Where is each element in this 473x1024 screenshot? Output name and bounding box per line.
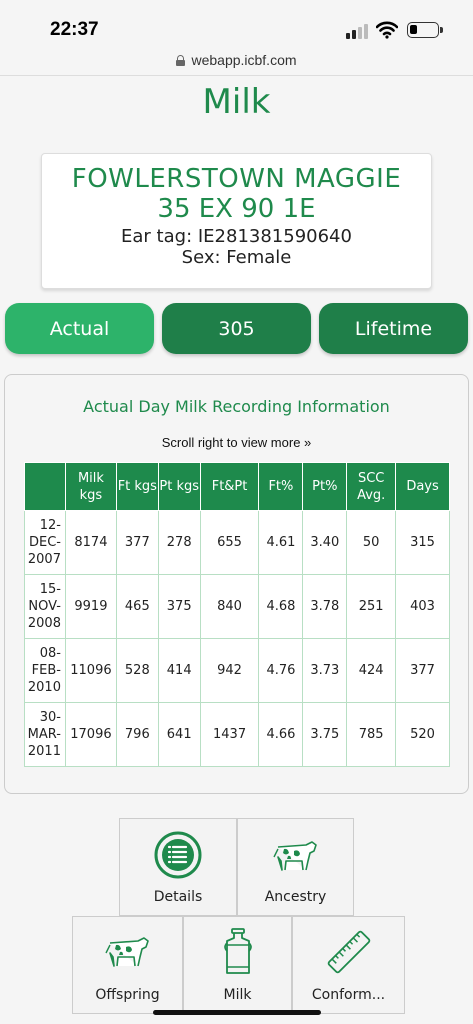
cell-fat-kgs: 796 xyxy=(115,702,159,767)
cell-scc: 50 xyxy=(346,510,397,575)
tab-actual[interactable]: Actual xyxy=(5,303,154,354)
table-row: 15-NOV-2008 9919 465 375 840 4.68 3.78 2… xyxy=(24,574,450,639)
signal-icon xyxy=(346,23,370,39)
cell-days: 377 xyxy=(395,638,450,703)
ear-tag: Ear tag: IE281381590640 xyxy=(121,226,352,247)
cell-scc: 251 xyxy=(346,574,397,639)
animal-card: FOWLERSTOWN MAGGIE 35 EX 90 1E Ear tag: … xyxy=(41,153,432,289)
list-icon xyxy=(154,831,202,879)
cell-date: 15-NOV-2008 xyxy=(24,574,66,639)
wifi-icon xyxy=(376,21,398,39)
conformation-button[interactable]: Conform... xyxy=(292,916,405,1014)
ruler-icon xyxy=(327,930,370,974)
cell-fat-kgs: 377 xyxy=(115,510,159,575)
cell-days: 315 xyxy=(395,510,450,575)
col-header-days: Days xyxy=(395,462,450,511)
offspring-button[interactable]: Offspring xyxy=(72,916,183,1014)
status-bar: 22:37 xyxy=(0,0,473,48)
animal-sex: Sex: Female xyxy=(181,247,292,268)
cell-fat-protein: 942 xyxy=(199,638,260,703)
col-header-milk: Milk kgs xyxy=(64,462,117,511)
address-bar[interactable]: webapp.icbf.com xyxy=(0,48,473,76)
col-header-fat-pct: Ft% xyxy=(258,462,304,511)
status-time: 22:37 xyxy=(50,19,99,40)
cell-scc: 785 xyxy=(346,702,397,767)
home-indicator[interactable] xyxy=(153,1010,321,1015)
milk-recording-panel: Actual Day Milk Recording Information Sc… xyxy=(4,374,469,794)
cell-protein-kgs: 375 xyxy=(157,574,201,639)
cell-days: 403 xyxy=(395,574,450,639)
cell-protein-kgs: 641 xyxy=(157,702,201,767)
conformation-label: Conform... xyxy=(311,987,386,1003)
cell-fat-kgs: 465 xyxy=(115,574,159,639)
animal-grade: 35 EX 90 1E xyxy=(157,194,316,224)
cell-scc: 424 xyxy=(346,638,397,703)
cell-date: 30-MAR-2011 xyxy=(24,702,66,767)
cell-date: 12-DEC-2007 xyxy=(24,510,66,575)
col-header-date xyxy=(24,462,66,511)
milk-label: Milk xyxy=(223,987,252,1003)
milk-churn-icon xyxy=(223,928,252,974)
ancestry-label: Ancestry xyxy=(264,889,327,905)
cell-milk: 9919 xyxy=(64,574,117,639)
lock-icon xyxy=(176,55,186,66)
cell-date: 08-FEB-2010 xyxy=(24,638,66,703)
cell-protein-pct: 3.40 xyxy=(302,510,348,575)
cell-milk: 11096 xyxy=(64,638,117,703)
cell-fat-kgs: 528 xyxy=(115,638,159,703)
cell-fat-protein: 840 xyxy=(199,574,260,639)
table-row: 08-FEB-2010 11096 528 414 942 4.76 3.73 … xyxy=(24,638,450,703)
cell-fat-protein: 1437 xyxy=(199,702,260,767)
cell-days: 520 xyxy=(395,702,450,767)
table-header-row: Milk kgs Ft kgs Pt kgs Ft&Pt Ft% Pt% SCC… xyxy=(24,462,450,511)
cell-fat-pct: 4.61 xyxy=(258,510,304,575)
tab-305[interactable]: 305 xyxy=(162,303,311,354)
cell-protein-kgs: 278 xyxy=(157,510,201,575)
cell-milk: 8174 xyxy=(64,510,117,575)
details-button[interactable]: Details xyxy=(119,818,237,916)
ancestry-button[interactable]: Ancestry xyxy=(237,818,354,916)
table-row: 30-MAR-2011 17096 796 641 1437 4.66 3.75… xyxy=(24,702,450,767)
cell-protein-pct: 3.75 xyxy=(302,702,348,767)
page-title: Milk xyxy=(202,82,271,122)
col-header-scc: SCC Avg. xyxy=(346,462,397,511)
milk-button[interactable]: Milk xyxy=(183,916,292,1014)
milk-records-table[interactable]: Milk kgs Ft kgs Pt kgs Ft&Pt Ft% Pt% SCC… xyxy=(24,462,450,767)
animal-name: FOWLERSTOWN MAGGIE xyxy=(71,164,402,194)
col-header-protein-kgs: Pt kgs xyxy=(157,462,201,511)
col-header-fat-protein: Ft&Pt xyxy=(199,462,260,511)
cell-protein-pct: 3.73 xyxy=(302,638,348,703)
col-header-protein-pct: Pt% xyxy=(302,462,348,511)
cell-fat-pct: 4.76 xyxy=(258,638,304,703)
panel-title: Actual Day Milk Recording Information xyxy=(83,397,390,416)
details-label: Details xyxy=(153,889,203,905)
view-tabs: Actual 305 Lifetime xyxy=(5,303,468,354)
tab-lifetime[interactable]: Lifetime xyxy=(319,303,468,354)
battery-icon xyxy=(407,22,443,38)
cow-icon xyxy=(104,937,149,967)
table-row: 12-DEC-2007 8174 377 278 655 4.61 3.40 5… xyxy=(24,510,450,575)
cell-protein-kgs: 414 xyxy=(157,638,201,703)
offspring-label: Offspring xyxy=(95,987,160,1003)
cow-icon xyxy=(272,841,317,871)
cell-milk: 17096 xyxy=(64,702,117,767)
cell-fat-pct: 4.66 xyxy=(258,702,304,767)
cell-fat-protein: 655 xyxy=(199,510,260,575)
scroll-hint: Scroll right to view more » xyxy=(161,435,312,450)
cell-protein-pct: 3.78 xyxy=(302,574,348,639)
url-text: webapp.icbf.com xyxy=(191,52,297,68)
bottom-nav-grid: Details Ancestry Offspring Milk xyxy=(0,818,473,1024)
cell-fat-pct: 4.68 xyxy=(258,574,304,639)
col-header-fat-kgs: Ft kgs xyxy=(115,462,159,511)
